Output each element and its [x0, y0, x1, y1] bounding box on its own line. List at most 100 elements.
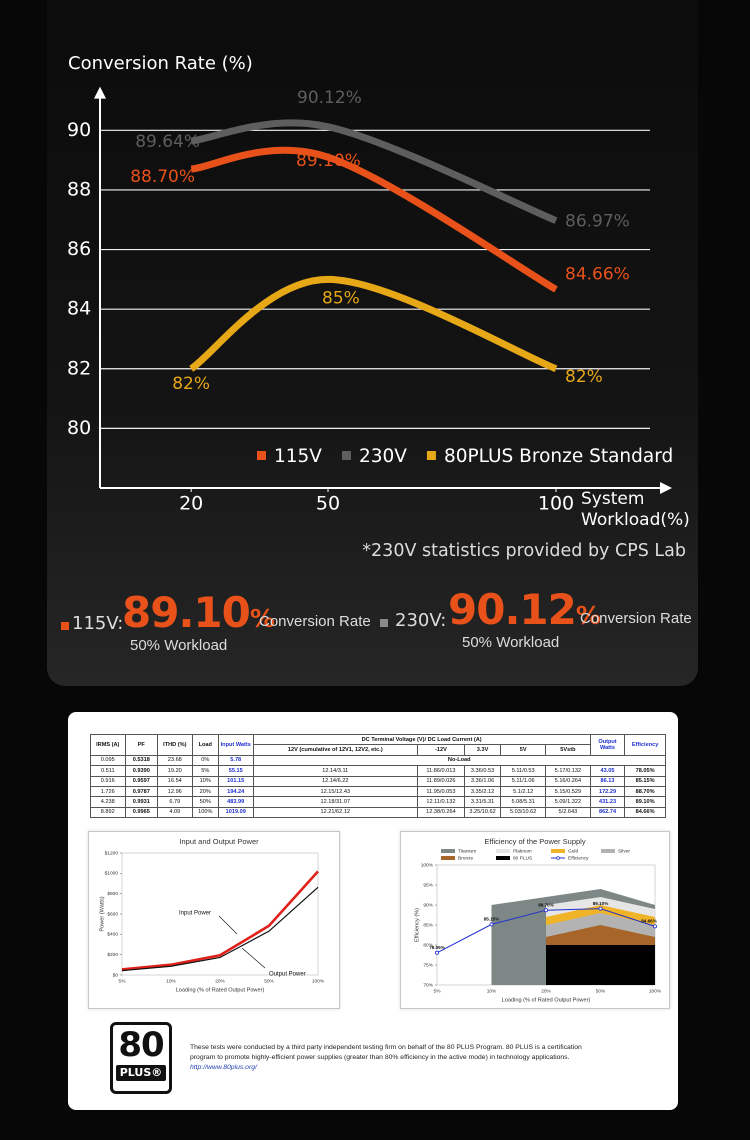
summary-swatch — [380, 619, 388, 627]
marker — [435, 950, 440, 955]
legend-label: 80PLUS Bronze Standard — [444, 446, 673, 467]
legend-label: 80 PLUS — [513, 855, 532, 861]
x-tick-label: 50 — [316, 493, 340, 515]
table-cell: 5.11/0.53 — [500, 765, 547, 777]
table-cell: 12.96 — [157, 785, 193, 798]
table-cell: 78.05% — [624, 765, 666, 777]
header-row: IRMS (A) PF ITHD (%) Load Input Watts DC Term… — [90, 733, 666, 756]
series-line — [121, 870, 319, 971]
table-cell: No-Load — [252, 754, 666, 767]
legend-swatch — [601, 849, 615, 853]
header-cell: ITHD (%) — [157, 734, 193, 756]
table-cell: 4.09 — [157, 806, 193, 819]
x-axis-label: System Workload(%) — [581, 489, 690, 530]
y-tick-label: 100% — [421, 862, 434, 868]
test-table: IRMS (A) PF ITHD (%) Load Input Watts DC Term… — [90, 733, 666, 819]
link[interactable]: http://www.80plus.org/ — [190, 1064, 257, 1071]
legend-swatch — [341, 451, 351, 460]
subheader-cell: 12V (cumulative of 12V1, 12V2, etc.) — [252, 744, 419, 756]
table-cell: 19.20 — [157, 765, 193, 777]
x-tick-label: 20% — [215, 978, 225, 984]
summary-value: 89.10 — [122, 588, 251, 637]
y-tick-label: 80 — [67, 417, 91, 439]
x-tick-label: 100% — [649, 988, 662, 994]
logo-word: PLUS® — [116, 1065, 166, 1081]
table-cell: 5.15/0.529 — [545, 785, 591, 798]
table-cell: 23.68 — [157, 754, 193, 767]
x-tick-label: 20% — [541, 988, 551, 994]
summary-label: 115V: — [72, 613, 124, 634]
y-tick-label: $1200 — [105, 850, 119, 856]
table-row: 0.511 0.9390 19.20 5% 55.15 12.14/3.11 11.86/0… — [90, 765, 666, 777]
legend-swatch — [426, 451, 436, 460]
y-tick-label: $0 — [113, 972, 119, 978]
note: *230V statistics provided by CPS Lab — [362, 541, 686, 561]
chart-card — [47, 0, 698, 686]
summary-value-wrap: 90.12% — [448, 585, 601, 634]
table-cell: 100% — [191, 806, 219, 819]
y-axis-arrow — [94, 86, 106, 99]
legend-swatch — [551, 849, 565, 853]
y-tick-label: 84 — [67, 298, 91, 320]
summary-value-wrap: 89.10% — [122, 588, 275, 637]
annotation-arrow — [241, 947, 266, 969]
y-tick-label: $600 — [107, 911, 118, 917]
table-row: 1.726 0.9787 12.96 20% 194.24 12.15/12.43 11.9… — [90, 785, 666, 798]
x-axis-label: Loading (% of Rated Output Power) — [502, 997, 591, 1003]
y-tick-label: 90 — [67, 119, 91, 141]
power-chart: Input and Output Power $0 $200 $400 $600 $800… — [99, 837, 325, 994]
legend-swatch — [496, 856, 510, 860]
table-cell: 12.38/0.264 — [417, 806, 465, 819]
y-tick-label: 86 — [67, 238, 91, 260]
table-cell: 16.54 — [157, 775, 193, 787]
value-label: 84.66% — [641, 919, 657, 924]
x-tick-label: 100% — [312, 978, 325, 984]
summary-swatch — [61, 622, 69, 630]
y-tick-label: $200 — [107, 952, 118, 958]
table-cell: 5.78 — [217, 754, 254, 767]
table-cell: 0.511 — [90, 765, 126, 777]
table-cell: 12.18/31.07 — [252, 796, 419, 808]
table-cell: 5.08/5.31 — [500, 796, 547, 808]
summary-unit: % — [249, 604, 275, 633]
table-cell: 3.31/5.31 — [463, 796, 502, 808]
summary-metric: Conversion Rate — [580, 610, 692, 627]
y-tick-label: 95% — [423, 882, 433, 888]
table-cell: 11.95/0.053 — [417, 785, 465, 798]
value-label: 88.70% — [538, 902, 554, 907]
value-label: 89.10% — [593, 901, 609, 906]
table-cell: 0.916 — [90, 775, 126, 787]
chart-title: Conversion Rate (%) — [68, 53, 253, 74]
table-cell: 86.13 — [589, 775, 626, 787]
table-cell: 12.11/0.132 — [417, 796, 465, 808]
table-cell: 172.29 — [589, 785, 626, 798]
table-cell: 0.9390 — [124, 765, 159, 777]
table-cell: 0% — [191, 754, 219, 767]
table-cell: 5% — [191, 765, 219, 777]
value-label: 90.12% — [297, 88, 362, 108]
table-cell: 862.74 — [589, 806, 626, 819]
value-label: 78.05% — [429, 945, 445, 950]
summary-unit: % — [575, 601, 601, 630]
chart-title: Efficiency of the Power Supply — [484, 837, 585, 846]
table-cell: 88.70% — [624, 785, 666, 798]
legend-swatch — [441, 849, 455, 853]
value-label: 85.15% — [484, 917, 500, 922]
header-cell: DC Terminal Voltage (V)/ DC Load Current… — [252, 733, 591, 746]
main-chart: Conversion Rate (%) *230V statistics pro… — [67, 53, 686, 561]
y-tick-label: 90% — [423, 902, 433, 908]
legend-label: Bronze — [458, 855, 474, 861]
efficiency-chart: Efficiency of the Power Supply 70% 75% 80% 8… — [414, 837, 662, 1004]
summary-sub: 50% Workload — [462, 634, 560, 651]
table-cell: 20% — [191, 785, 219, 798]
value-label: 85% — [322, 288, 360, 308]
y-axis-label: Efficiency (%) — [414, 908, 420, 942]
value-label: 84.66% — [565, 264, 630, 284]
table-cell: 431.23 — [589, 796, 626, 808]
table-cell: 12.14/6.22 — [252, 775, 419, 787]
y-tick-label: 82 — [67, 357, 91, 379]
table-cell: 84.66% — [624, 806, 666, 819]
x-tick-label: 50% — [264, 978, 274, 984]
table-cell: 5.1/2.12 — [500, 785, 547, 798]
